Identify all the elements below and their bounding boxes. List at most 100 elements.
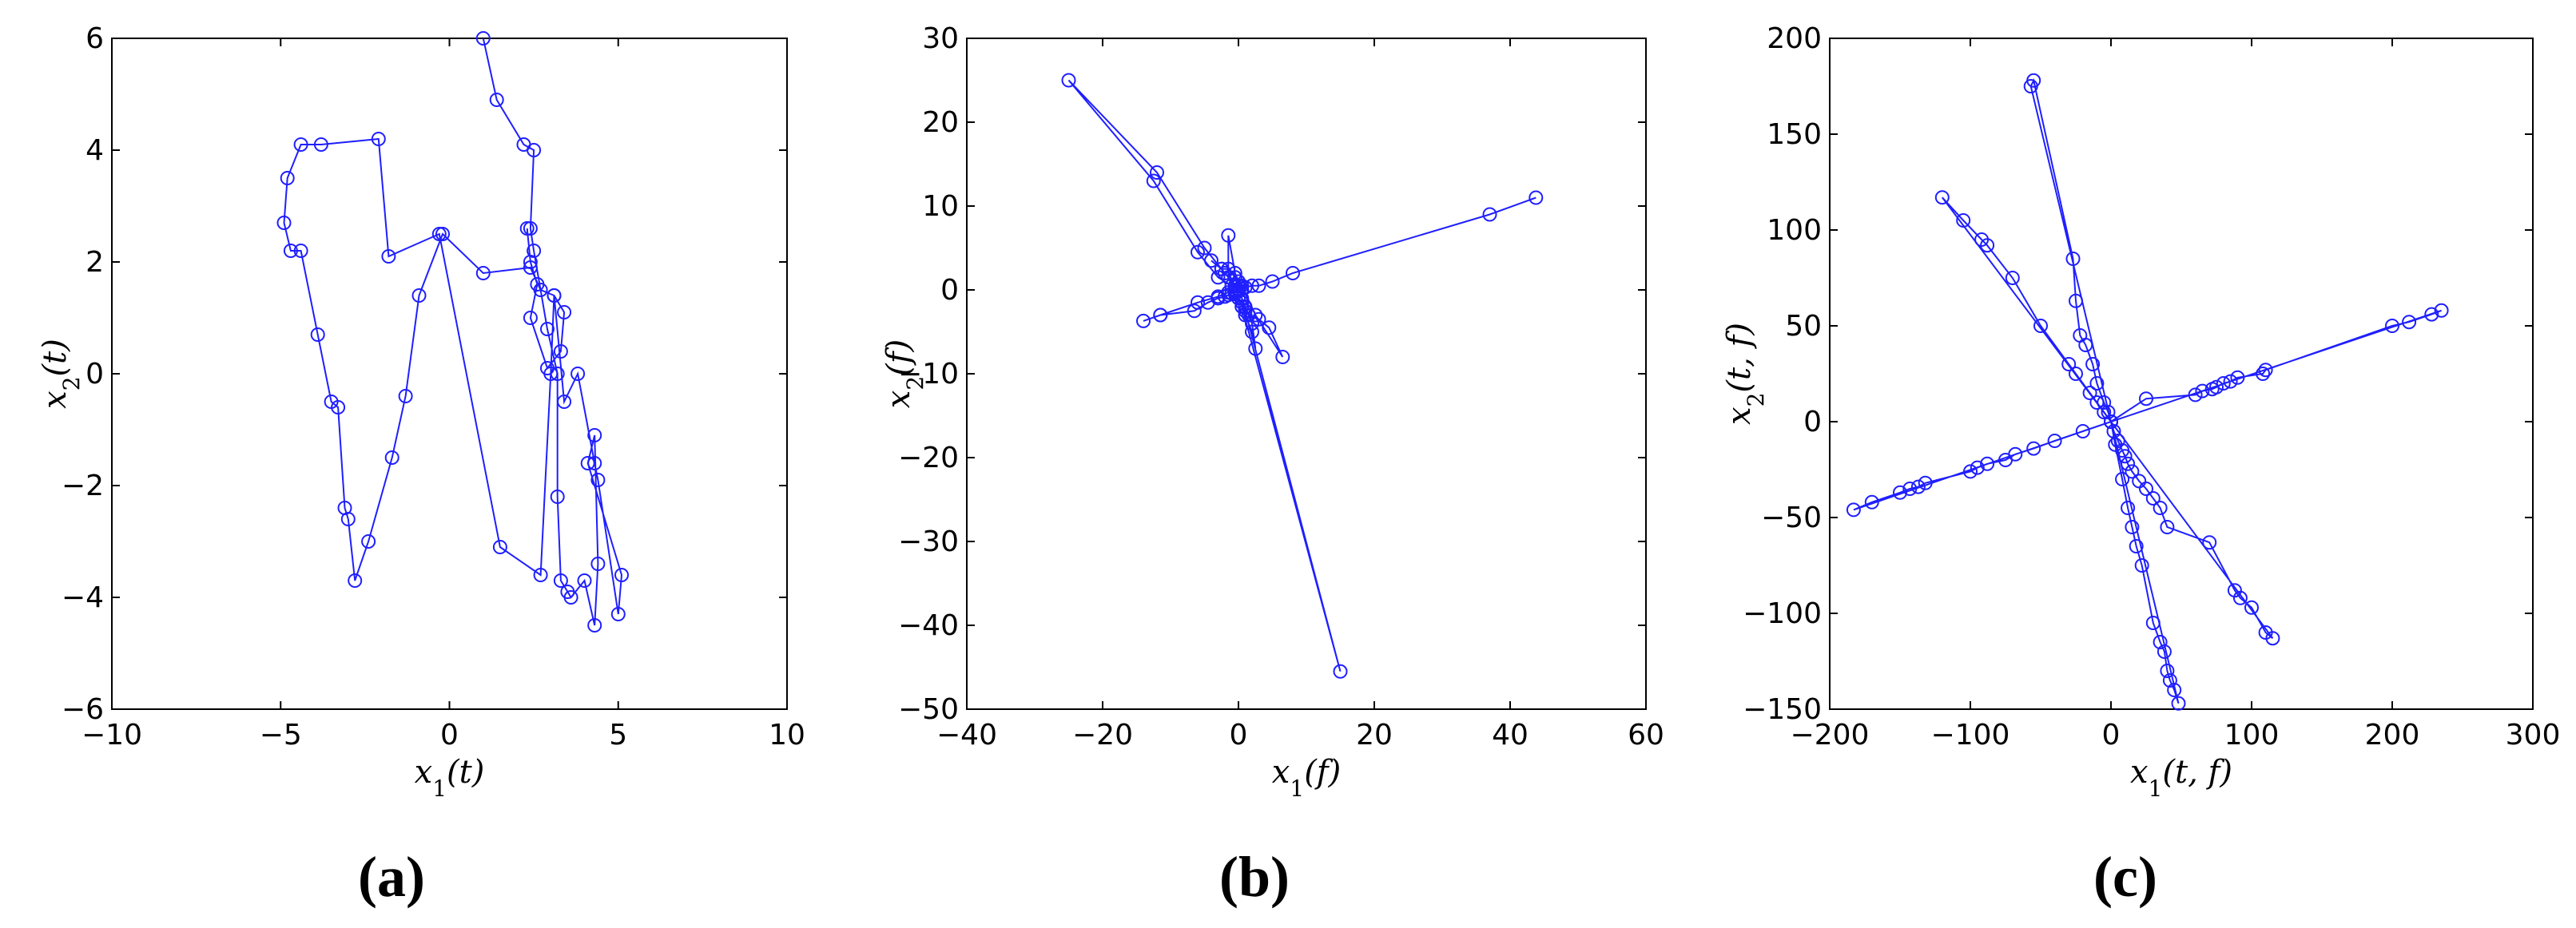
x-tick-label: 10 — [769, 719, 805, 752]
x-tick-label: 0 — [440, 719, 459, 752]
data-point — [590, 557, 606, 571]
data-point — [1187, 303, 1202, 319]
panel-label: (c) — [2093, 845, 2157, 909]
data-point — [580, 456, 595, 470]
data-point — [550, 490, 565, 504]
data-point — [2256, 367, 2271, 381]
y-tick-label: −2 — [62, 470, 104, 502]
data-point — [276, 216, 292, 230]
data-point — [2434, 303, 2449, 318]
data-point — [527, 143, 542, 157]
data-point — [570, 367, 586, 381]
data-point — [1262, 320, 1277, 335]
data-point — [1934, 190, 1950, 205]
data-point — [1150, 165, 1164, 180]
data-point — [1248, 341, 1263, 356]
data-point — [1061, 73, 1076, 88]
y-tick-label: 150 — [1767, 118, 1822, 151]
data-point — [381, 249, 396, 264]
data-point — [1275, 350, 1290, 364]
data-point — [475, 31, 491, 46]
data-point — [2209, 379, 2224, 395]
data-point — [557, 305, 572, 319]
data-point — [2033, 319, 2048, 333]
data-point — [547, 288, 562, 303]
data-point — [2121, 501, 2136, 515]
data-point — [1970, 460, 1985, 475]
data-point — [1218, 266, 1232, 280]
data-point — [587, 618, 602, 633]
data-point — [2171, 696, 2186, 711]
data-point — [398, 389, 413, 403]
data-point — [1251, 278, 1266, 293]
data-point — [1153, 307, 1168, 323]
y-tick-label: −150 — [1743, 693, 1822, 726]
data-point — [563, 590, 578, 605]
data-point — [1333, 664, 1348, 679]
data-point — [2085, 357, 2101, 371]
data-point — [2023, 79, 2038, 93]
data-point — [2101, 405, 2116, 419]
data-point — [2202, 535, 2217, 550]
y-tick-label: −100 — [1743, 597, 1822, 630]
data-point — [2005, 271, 2020, 285]
data-point — [2139, 482, 2153, 496]
y-tick-label: −40 — [898, 609, 959, 642]
data-point — [1197, 240, 1212, 256]
data-point — [2047, 434, 2062, 448]
data-point — [590, 473, 606, 487]
data-point — [2385, 319, 2399, 333]
x-tick-label: 20 — [1356, 719, 1393, 752]
data-point — [553, 573, 568, 588]
data-point — [1251, 311, 1266, 327]
data-point — [523, 255, 538, 269]
data-point — [1221, 228, 1236, 243]
data-point — [371, 132, 386, 146]
data-point — [2145, 616, 2161, 630]
data-point — [2125, 464, 2140, 479]
data-point — [2424, 307, 2439, 322]
chart-panel-1: −10 −5 0 5 10 −6 −4 −2 0 2 4 6 x1(t) x2(t) (a) — [37, 22, 805, 909]
x-tick-label: 40 — [1492, 719, 1529, 752]
x-tick-label: 60 — [1628, 719, 1664, 752]
data-point — [533, 568, 548, 582]
data-point — [2121, 456, 2136, 471]
y-tick-label: 6 — [85, 22, 104, 55]
data-point — [523, 260, 538, 275]
y-tick-label: 0 — [85, 358, 104, 391]
data-point — [475, 266, 491, 280]
data-point — [2230, 370, 2245, 385]
data-point — [1482, 207, 1497, 222]
data-point — [2258, 363, 2273, 378]
x-tick-label: −40 — [936, 719, 997, 752]
y-tick-label: −6 — [62, 693, 104, 726]
plot-frame — [966, 38, 1647, 710]
data-point — [2216, 376, 2231, 391]
x-tick-label: −5 — [260, 719, 302, 752]
y-tick-label: −20 — [898, 442, 959, 474]
y-axis-label: x2(f) — [881, 339, 928, 408]
data-point — [523, 221, 538, 236]
data-point — [1245, 324, 1259, 339]
data-point — [2153, 501, 2168, 515]
data-point — [1974, 232, 1990, 247]
data-point — [384, 450, 400, 465]
data-point — [1956, 213, 1971, 228]
data-point — [280, 171, 295, 185]
data-point — [348, 573, 363, 588]
data-point — [530, 277, 545, 291]
y-tick-label: 20 — [922, 106, 959, 139]
data-point — [540, 361, 555, 375]
data-point — [587, 456, 602, 470]
data-point — [310, 327, 325, 342]
data-point — [2097, 405, 2112, 419]
data-point — [557, 395, 572, 409]
x-tick-label: 0 — [2102, 719, 2121, 752]
data-point — [340, 512, 356, 526]
data-point — [2115, 472, 2130, 486]
data-point — [2069, 367, 2083, 381]
data-point — [492, 540, 507, 554]
y-tick-label: 0 — [940, 274, 959, 307]
data-point — [1846, 502, 1861, 518]
panel-label: (b) — [1219, 845, 1290, 909]
